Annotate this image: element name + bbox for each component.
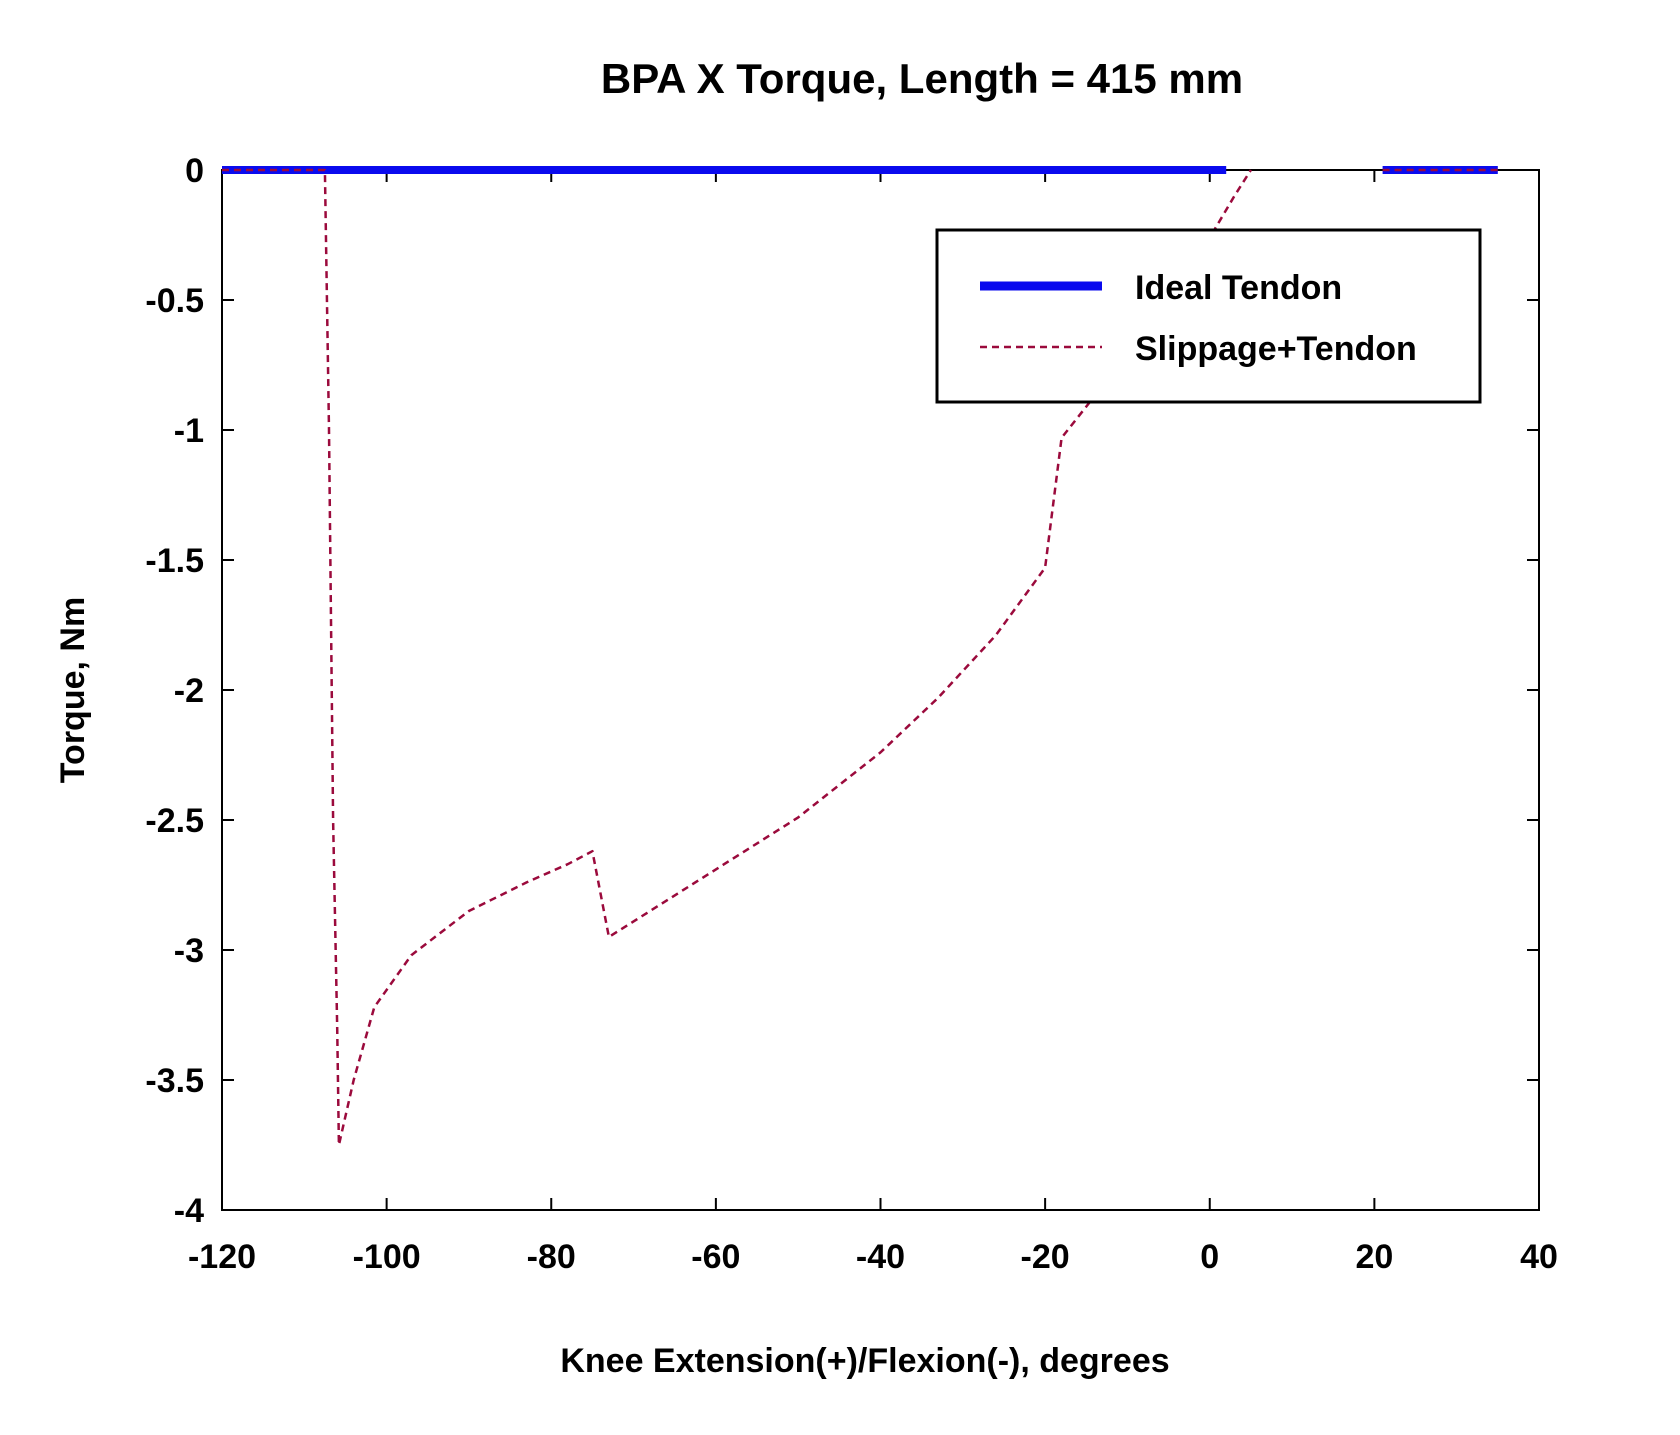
y-tick-label: -0.5 [145, 282, 204, 320]
x-tick-label: 20 [1355, 1238, 1393, 1276]
legend-label-ideal-tendon: Ideal Tendon [1135, 269, 1342, 307]
y-tick-label: -3 [174, 932, 204, 970]
y-axis: 0 -0.5 -1 -1.5 -2 -2.5 -3 -3.5 -4 [145, 152, 1539, 1230]
x-axis-label: Knee Extension(+)/Flexion(-), degrees [560, 1342, 1169, 1380]
x-tick-label: -20 [1021, 1238, 1070, 1276]
y-tick-label: -2.5 [145, 802, 204, 840]
x-tick-label: -60 [691, 1238, 740, 1276]
x-tick-label: -80 [527, 1238, 576, 1276]
y-tick-label: -1.5 [145, 542, 204, 580]
x-tick-label: 0 [1200, 1238, 1219, 1276]
x-tick-label: 40 [1520, 1238, 1558, 1276]
y-tick-label: 0 [185, 152, 204, 190]
legend-label-slippage-tendon: Slippage+Tendon [1135, 330, 1417, 368]
y-tick-label: -2 [174, 672, 204, 710]
plot-area: -120 -100 -80 -60 -40 -20 0 20 40 0-0.5-1-1.5-2-… [145, 152, 1558, 1276]
x-tick-label: -40 [856, 1238, 905, 1276]
y-tick-label: -4 [174, 1192, 204, 1230]
y-tick-label: -1 [174, 412, 204, 450]
x-tick-label: -100 [353, 1238, 421, 1276]
y-axis-label: Torque, Nm [54, 597, 92, 783]
legend-box [935, 228, 1482, 404]
x-tick-label: -120 [188, 1238, 256, 1276]
legend: Ideal Tendon Slippage+Tendon [935, 228, 1482, 404]
y-tick-label: -3.5 [145, 1062, 204, 1100]
chart-title: BPA X Torque, Length = 415 mm [601, 55, 1243, 102]
x-axis: -120 -100 -80 -60 -40 -20 0 20 40 [188, 170, 1558, 1276]
